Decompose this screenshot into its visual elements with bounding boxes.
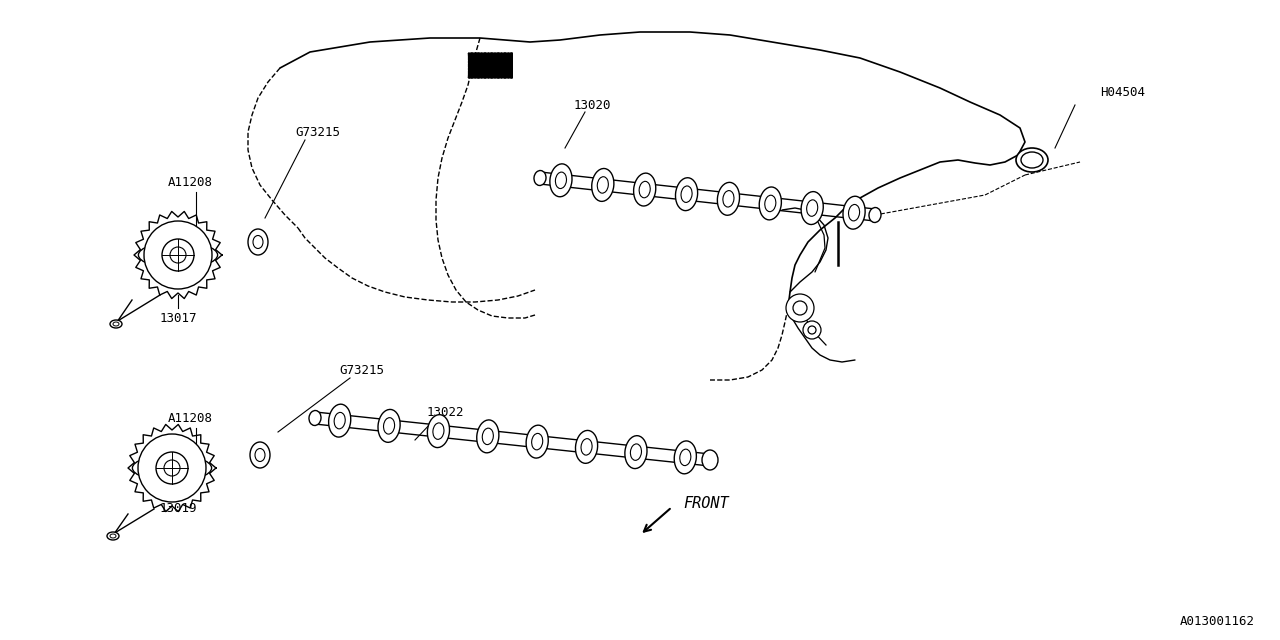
Ellipse shape xyxy=(378,410,401,442)
Ellipse shape xyxy=(308,410,321,426)
Ellipse shape xyxy=(869,207,881,223)
Ellipse shape xyxy=(534,170,547,186)
Ellipse shape xyxy=(428,415,449,447)
Ellipse shape xyxy=(248,229,268,255)
Ellipse shape xyxy=(334,412,346,429)
Text: G73215: G73215 xyxy=(339,364,384,376)
Text: 13019: 13019 xyxy=(159,502,197,515)
Ellipse shape xyxy=(483,428,493,445)
Ellipse shape xyxy=(849,204,860,221)
Ellipse shape xyxy=(110,534,116,538)
Ellipse shape xyxy=(531,433,543,450)
Ellipse shape xyxy=(639,181,650,198)
Ellipse shape xyxy=(1021,152,1043,168)
Circle shape xyxy=(164,460,180,476)
Ellipse shape xyxy=(680,449,691,465)
Ellipse shape xyxy=(717,182,740,215)
Circle shape xyxy=(786,294,814,322)
Ellipse shape xyxy=(556,172,567,189)
Circle shape xyxy=(138,434,206,502)
Text: A11208: A11208 xyxy=(168,412,212,424)
Ellipse shape xyxy=(1016,148,1048,172)
Circle shape xyxy=(170,247,186,263)
Ellipse shape xyxy=(110,320,122,328)
Ellipse shape xyxy=(675,441,696,474)
Text: 13020: 13020 xyxy=(573,99,611,111)
Ellipse shape xyxy=(625,436,646,468)
Ellipse shape xyxy=(550,164,572,196)
Ellipse shape xyxy=(598,177,608,193)
Circle shape xyxy=(156,452,188,484)
Ellipse shape xyxy=(681,186,692,202)
Ellipse shape xyxy=(255,449,265,461)
Circle shape xyxy=(163,239,195,271)
Ellipse shape xyxy=(108,532,119,540)
Ellipse shape xyxy=(764,195,776,212)
Ellipse shape xyxy=(113,322,119,326)
Text: FRONT: FRONT xyxy=(684,497,728,511)
Ellipse shape xyxy=(476,420,499,453)
Circle shape xyxy=(808,326,817,334)
Ellipse shape xyxy=(576,431,598,463)
Ellipse shape xyxy=(526,425,548,458)
Text: A013001162: A013001162 xyxy=(1180,615,1254,628)
Ellipse shape xyxy=(801,191,823,225)
Ellipse shape xyxy=(806,200,818,216)
Ellipse shape xyxy=(701,450,718,470)
Text: 13017: 13017 xyxy=(159,312,197,324)
Ellipse shape xyxy=(433,423,444,439)
Circle shape xyxy=(803,321,820,339)
Circle shape xyxy=(794,301,806,315)
Ellipse shape xyxy=(630,444,641,460)
Ellipse shape xyxy=(253,236,262,248)
Ellipse shape xyxy=(132,455,211,481)
Text: G73215: G73215 xyxy=(296,125,340,138)
Ellipse shape xyxy=(581,438,593,455)
Ellipse shape xyxy=(138,242,218,268)
Ellipse shape xyxy=(329,404,351,437)
Ellipse shape xyxy=(676,178,698,211)
Ellipse shape xyxy=(634,173,655,206)
Ellipse shape xyxy=(759,187,781,220)
Ellipse shape xyxy=(723,191,733,207)
Ellipse shape xyxy=(591,168,614,202)
Text: H04504: H04504 xyxy=(1100,86,1146,99)
Ellipse shape xyxy=(704,452,716,467)
Text: A11208: A11208 xyxy=(168,175,212,189)
Ellipse shape xyxy=(844,196,865,229)
Text: 13022: 13022 xyxy=(426,406,463,419)
Ellipse shape xyxy=(384,418,394,434)
Ellipse shape xyxy=(250,442,270,468)
Circle shape xyxy=(145,221,212,289)
